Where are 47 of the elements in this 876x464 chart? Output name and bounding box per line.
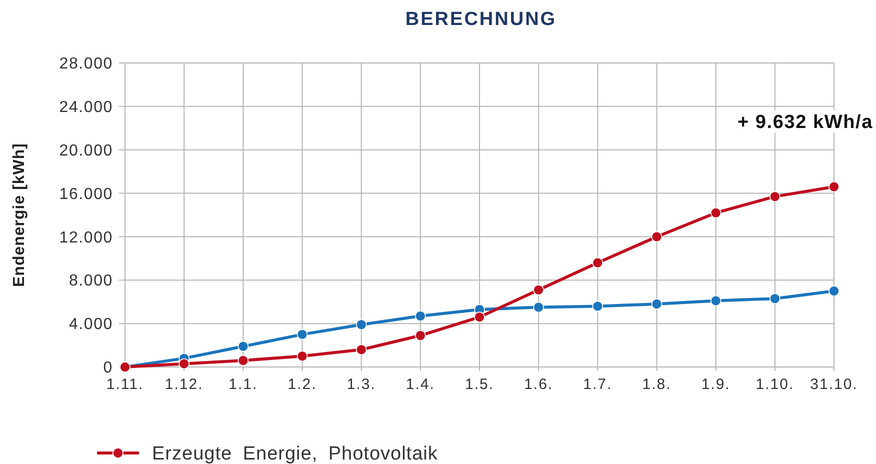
point [533,302,544,313]
point [238,355,249,366]
x-tick-label: 1.9. [701,376,730,393]
point [356,319,367,330]
x-tick-label: 1.1. [228,376,258,393]
y-tick-label: 24.000 [59,99,113,116]
point [592,257,604,268]
x-tick-label: 31.10. [810,376,858,393]
point [828,181,840,192]
legend-label: Erzeugte Energie, Photovoltaik [152,444,438,464]
point [415,310,426,322]
point [651,231,662,242]
y-tick-label: 4.000 [68,316,113,334]
point [710,295,722,306]
x-tick-label: 1.12. [164,376,204,393]
point [828,286,840,296]
x-tick-label: 1.8. [642,376,672,393]
point [296,329,308,340]
point [710,207,722,218]
point [296,350,308,362]
point [178,358,190,370]
point [238,340,249,352]
x-tick-label: 1.10. [756,376,794,393]
point [651,298,662,310]
annotation: + 9.632 kWh/a [737,112,873,133]
y-axis-title: Endenergie [kWh] [11,142,28,288]
point [770,191,780,202]
x-tick-label: 1.2. [288,376,317,393]
point [415,330,426,341]
y-tick-label: 8.000 [68,272,113,290]
x-tick-label: 1.4. [406,376,435,393]
point [592,300,604,312]
y-tick-label: 0 [103,360,113,377]
x-tick-label: 1.7. [583,376,612,393]
y-tick-label: 16.000 [59,186,113,203]
y-tick-label: 28.000 [59,56,113,73]
chart-title: BERECHNUNG [405,9,557,30]
point [770,293,780,304]
y-tick-label: 20.000 [59,142,113,160]
x-tick-label: 1.5. [464,376,494,393]
point [356,344,367,356]
point [474,312,485,322]
x-tick-label: 1.3. [346,376,376,393]
point [533,284,544,296]
x-tick-label: 1.6. [524,376,554,393]
x-tick-label: 1.11. [106,376,144,393]
y-tick-label: 12.000 [59,229,113,246]
